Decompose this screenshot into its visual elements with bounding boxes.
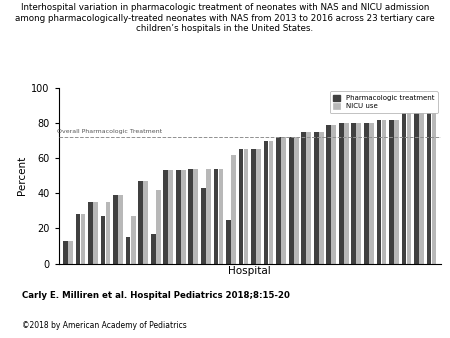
Bar [168, 170, 173, 264]
Bar [264, 141, 269, 264]
Bar [126, 237, 130, 264]
Bar [113, 195, 118, 264]
Bar [251, 149, 256, 264]
Bar [339, 123, 344, 264]
Bar [432, 105, 436, 264]
Bar [331, 125, 336, 264]
Bar [81, 214, 86, 264]
Bar [326, 125, 331, 264]
Bar [351, 123, 356, 264]
Bar [382, 120, 386, 264]
Bar [377, 120, 381, 264]
Bar [76, 214, 80, 264]
Bar [143, 181, 148, 264]
Bar [364, 123, 369, 264]
Bar [302, 132, 306, 264]
Bar [106, 202, 110, 264]
Bar [231, 155, 236, 264]
Bar [163, 170, 168, 264]
Text: Overall Pharmacologic Treatment: Overall Pharmacologic Treatment [57, 129, 162, 135]
Bar [294, 137, 298, 264]
Bar [101, 216, 105, 264]
Bar [206, 169, 211, 264]
Text: Carly E. Milliren et al. Hospital Pediatrics 2018;8:15-20: Carly E. Milliren et al. Hospital Pediat… [22, 291, 290, 300]
Bar [319, 132, 324, 264]
Bar [419, 107, 424, 264]
Bar [63, 241, 68, 264]
Bar [189, 169, 193, 264]
Bar [226, 220, 231, 264]
Bar [138, 181, 143, 264]
Bar [93, 202, 98, 264]
Bar [118, 195, 123, 264]
Bar [131, 216, 135, 264]
Bar [243, 149, 248, 264]
Bar [201, 188, 206, 264]
Bar [68, 241, 73, 264]
Bar [181, 170, 186, 264]
Bar [356, 123, 361, 264]
Bar [407, 113, 411, 264]
Bar [401, 113, 406, 264]
Bar [281, 137, 286, 264]
Bar [289, 137, 293, 264]
Text: ©2018 by American Academy of Pediatrics: ©2018 by American Academy of Pediatrics [22, 321, 187, 330]
Bar [414, 107, 419, 264]
Text: Interhospital variation in pharmacologic treatment of neonates with NAS and NICU: Interhospital variation in pharmacologic… [15, 3, 435, 33]
Bar [176, 170, 180, 264]
Bar [427, 105, 432, 264]
Bar [256, 149, 261, 264]
Y-axis label: Percent: Percent [17, 156, 27, 195]
Bar [219, 169, 223, 264]
Bar [213, 169, 218, 264]
X-axis label: Hospital: Hospital [228, 266, 271, 276]
Bar [156, 190, 161, 264]
Bar [269, 141, 274, 264]
Bar [344, 123, 349, 264]
Bar [194, 169, 198, 264]
Bar [88, 202, 93, 264]
Bar [276, 137, 281, 264]
Bar [306, 132, 311, 264]
Bar [314, 132, 319, 264]
Bar [151, 234, 156, 264]
Bar [369, 123, 374, 264]
Bar [238, 149, 243, 264]
Bar [389, 120, 394, 264]
Bar [394, 120, 399, 264]
Legend: Pharmacologic treatment, NICU use: Pharmacologic treatment, NICU use [329, 91, 437, 113]
